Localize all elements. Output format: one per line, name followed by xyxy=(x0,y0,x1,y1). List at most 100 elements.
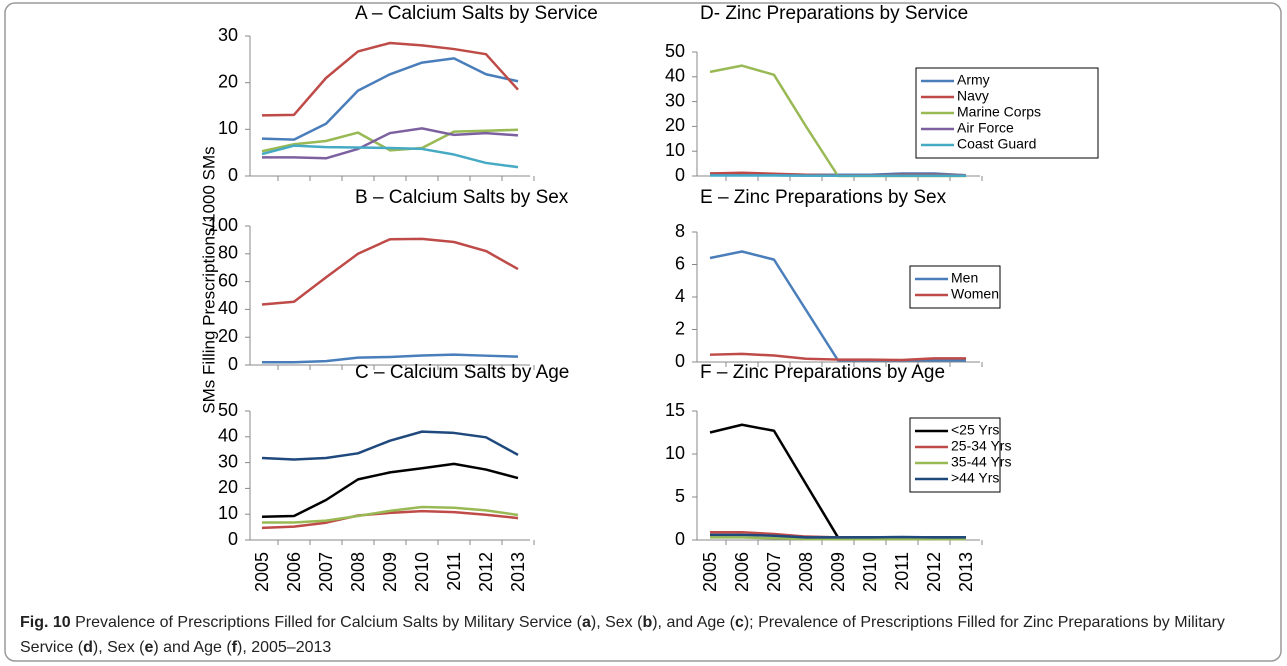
x-tick-label: 2006 xyxy=(284,552,304,592)
chart-title: E – Zinc Preparations by Sex xyxy=(700,187,947,208)
series-line xyxy=(261,237,519,306)
series-line xyxy=(262,505,519,524)
caption-text: ) and Age ( xyxy=(153,639,232,656)
x-tick-label: 2008 xyxy=(796,552,816,592)
caption-text: b xyxy=(642,614,653,631)
y-tick-label: 0 xyxy=(228,354,238,374)
y-tick-label: 20 xyxy=(218,71,238,91)
chart-title: D- Zinc Preparations by Service xyxy=(700,3,968,24)
y-axis-label: SMs Filling Prescriptions/1000 SMs xyxy=(199,146,218,413)
x-tick-label: 2006 xyxy=(732,552,752,592)
y-tick-label: 10 xyxy=(218,503,238,523)
y-tick-label: 20 xyxy=(218,326,238,346)
series-line xyxy=(262,353,519,364)
figure-border xyxy=(4,2,1282,662)
legend-label: Air Force xyxy=(957,120,1014,136)
x-tick-label: 2012 xyxy=(924,552,944,592)
series-line xyxy=(262,127,519,160)
legend-label: <25 Yrs xyxy=(951,422,999,438)
legend-label: Men xyxy=(951,270,978,286)
series-line xyxy=(261,462,519,519)
y-tick-label: 2 xyxy=(675,318,685,338)
y-tick-label: 50 xyxy=(218,400,238,420)
caption-text: d xyxy=(83,639,93,656)
y-tick-label: 80 xyxy=(218,243,238,263)
legend-label: 25-34 Yrs xyxy=(951,438,1011,454)
x-tick-label: 2007 xyxy=(764,552,784,592)
legend-label: 35-44 Yrs xyxy=(951,454,1011,470)
series-line xyxy=(261,430,519,461)
y-tick-label: 8 xyxy=(675,221,685,241)
x-tick-label: 2011 xyxy=(444,552,464,591)
legend-label: >44 Yrs xyxy=(951,470,999,486)
caption-text: ), 2005–2013 xyxy=(236,639,332,656)
y-tick-label: 60 xyxy=(218,270,238,290)
series-line xyxy=(261,509,519,530)
series-line xyxy=(261,144,519,169)
x-tick-label: 2013 xyxy=(508,552,528,592)
legend-label: Coast Guard xyxy=(957,136,1036,152)
y-tick-label: 50 xyxy=(665,41,685,61)
x-tick-label: 2010 xyxy=(860,552,880,592)
y-tick-label: 20 xyxy=(218,477,238,497)
y-tick-label: 0 xyxy=(675,351,685,371)
x-tick-label: 2005 xyxy=(252,552,272,592)
legend-label: Marine Corps xyxy=(957,104,1041,120)
series-line xyxy=(261,41,519,117)
legend-box xyxy=(909,265,1001,309)
y-tick-label: 4 xyxy=(675,286,685,306)
x-tick-label: 2013 xyxy=(956,552,976,592)
y-tick-label: 0 xyxy=(228,165,238,185)
series-line xyxy=(710,536,966,541)
series-line xyxy=(710,533,966,539)
y-tick-label: 40 xyxy=(218,426,238,446)
x-tick-label: 2012 xyxy=(476,552,496,592)
caption-text: a xyxy=(581,614,591,631)
series-line xyxy=(709,352,966,362)
caption-text: f xyxy=(231,639,237,656)
caption-text: ), Sex ( xyxy=(92,639,145,656)
x-tick-label: 2011 xyxy=(892,552,912,591)
y-tick-label: 15 xyxy=(665,400,685,420)
caption-text: Prevalence of Prescriptions Filled for C… xyxy=(70,614,582,631)
x-tick-label: 2008 xyxy=(348,552,368,592)
x-tick-label: 2009 xyxy=(380,552,400,592)
x-tick-label: 2009 xyxy=(828,552,848,592)
chart-title: B – Calcium Salts by Sex xyxy=(355,187,569,208)
y-tick-label: 40 xyxy=(218,298,238,318)
x-tick-label: 2007 xyxy=(316,552,336,592)
caption-text: c xyxy=(734,614,744,631)
caption-text: ), and Age ( xyxy=(652,614,735,631)
chart-title: F – Zinc Preparations by Age xyxy=(700,362,945,383)
x-tick-label: 2005 xyxy=(700,552,720,592)
caption-text: ); Prevalence of Prescriptions Filled fo… xyxy=(20,614,1225,656)
y-tick-label: 40 xyxy=(665,66,685,86)
series-line xyxy=(261,128,519,153)
caption-text: Fig. 10 xyxy=(20,614,71,631)
legend-label: Army xyxy=(957,72,990,88)
y-tick-label: 0 xyxy=(675,529,685,549)
y-tick-label: 30 xyxy=(665,90,685,110)
caption-text: ), Sex ( xyxy=(590,614,643,631)
x-tick-label: 2010 xyxy=(412,552,432,592)
y-tick-label: 5 xyxy=(675,486,685,506)
chart-title: C – Calcium Salts by Age xyxy=(355,362,569,383)
series-line xyxy=(261,57,519,141)
y-tick-label: 10 xyxy=(218,118,238,138)
y-tick-label: 20 xyxy=(665,115,685,135)
caption: Fig. 10 Prevalence of Prescriptions Fill… xyxy=(20,610,1270,660)
y-tick-label: 10 xyxy=(665,443,685,463)
y-tick-label: 0 xyxy=(675,165,685,185)
y-tick-label: 30 xyxy=(218,451,238,471)
chart-title: A – Calcium Salts by Service xyxy=(355,3,598,24)
legend-label: Navy xyxy=(957,88,989,104)
y-tick-label: 100 xyxy=(208,215,238,235)
y-tick-label: 0 xyxy=(228,529,238,549)
caption-text: e xyxy=(144,639,154,656)
y-tick-label: 10 xyxy=(665,140,685,160)
y-tick-label: 6 xyxy=(675,253,685,273)
legend-label: Women xyxy=(951,286,999,302)
y-tick-label: 30 xyxy=(218,25,238,45)
